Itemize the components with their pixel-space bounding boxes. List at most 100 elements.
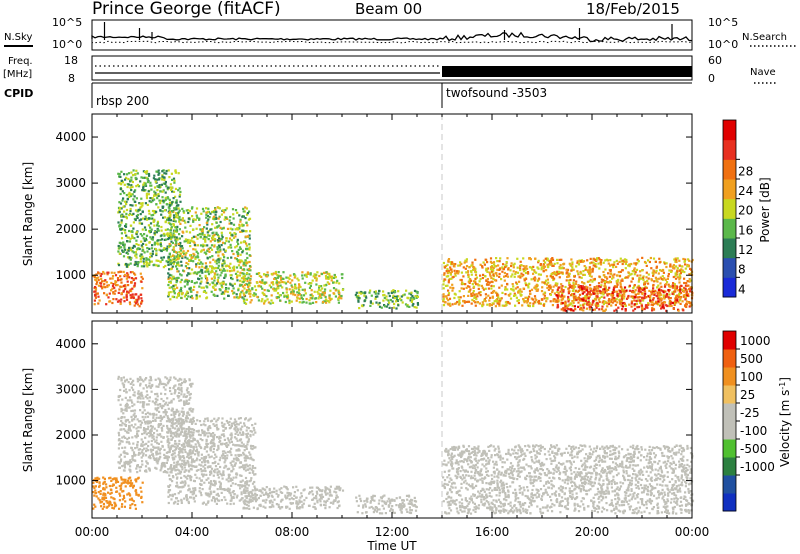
power-cell — [584, 295, 587, 298]
power-cell — [374, 292, 377, 295]
power-cell — [532, 304, 535, 308]
power-cell — [176, 216, 179, 219]
power-cell — [670, 301, 673, 304]
power-cell — [218, 224, 221, 227]
power-cell — [94, 290, 97, 293]
power-cell — [627, 275, 630, 278]
power-cell — [457, 270, 460, 273]
power-cell — [104, 286, 107, 289]
power-cell — [453, 265, 456, 268]
velocity-cell — [188, 441, 191, 444]
power-cell — [138, 222, 141, 225]
power-cell — [205, 236, 208, 239]
power-cell — [199, 244, 203, 247]
power-cell — [164, 180, 167, 184]
power-cell — [639, 299, 642, 303]
power-cell — [208, 234, 211, 237]
power-cell — [226, 256, 229, 260]
power-cell — [140, 197, 143, 200]
power-cell — [111, 275, 115, 278]
power-cell — [123, 210, 126, 213]
velocity-cell — [186, 387, 189, 390]
power-cell — [595, 265, 598, 268]
power-cell — [614, 303, 617, 307]
power-cell — [588, 295, 591, 298]
velocity-cell — [117, 431, 120, 434]
power-cell — [135, 185, 138, 188]
power-cell — [202, 248, 205, 251]
velocity-cell — [128, 406, 131, 409]
power-cell — [478, 284, 481, 287]
power-cell — [125, 294, 128, 297]
power-cell — [380, 306, 383, 309]
power-cell — [118, 252, 121, 255]
power-cell — [200, 269, 203, 272]
power-cell — [163, 234, 166, 237]
power-cell — [169, 213, 172, 216]
power-cell — [203, 266, 206, 269]
power-cell — [657, 288, 660, 292]
power-cell — [130, 290, 133, 293]
power-cell — [505, 261, 508, 264]
velocity-cell — [125, 378, 129, 381]
power-cell — [121, 249, 124, 252]
velocity-cell — [169, 376, 172, 379]
power-cell — [506, 282, 509, 286]
power-cell — [316, 271, 319, 274]
power-cell — [623, 290, 626, 293]
power-cell — [223, 276, 226, 279]
power-cell — [556, 300, 559, 303]
power-cell — [631, 296, 634, 299]
power-cell — [167, 206, 170, 209]
power-cell — [198, 262, 201, 265]
power-cell — [153, 232, 156, 235]
power-cell — [234, 246, 237, 249]
power-cell — [193, 271, 196, 274]
power-cell — [543, 281, 546, 284]
power-cell — [186, 274, 189, 277]
power-cell — [640, 304, 643, 307]
power-cell — [589, 288, 592, 291]
power-cell — [172, 248, 175, 251]
power-cell — [134, 200, 137, 203]
power-cell — [466, 271, 469, 274]
power-cell — [465, 271, 468, 274]
power-cell — [93, 303, 96, 306]
velocity-cell — [130, 447, 133, 450]
velocity-cell — [124, 396, 127, 399]
velocity-cell — [119, 424, 122, 427]
power-cell — [229, 274, 232, 277]
power-cell — [128, 246, 131, 250]
power-cell — [624, 267, 627, 270]
velocity-cell — [112, 507, 115, 510]
power-cell — [256, 295, 259, 298]
power-cell — [513, 292, 516, 295]
power-cell — [415, 290, 418, 293]
power-cell — [220, 227, 223, 230]
power-cell — [301, 271, 304, 274]
power-cell — [238, 274, 242, 277]
power-cell — [623, 286, 627, 289]
power-cell — [666, 304, 669, 308]
velocity-cell — [100, 500, 104, 503]
power-cell — [641, 276, 645, 279]
velocity-cell — [151, 448, 155, 451]
power-cell — [678, 292, 681, 295]
power-cell — [447, 281, 450, 284]
power-cell — [474, 296, 477, 299]
power-cell — [234, 228, 237, 231]
power-cell — [482, 303, 485, 306]
power-cell — [449, 273, 452, 276]
power-cell — [660, 285, 663, 288]
velocity-cell — [173, 385, 176, 388]
power-cell — [94, 293, 97, 296]
power-cell — [489, 275, 492, 278]
velocity-cell — [173, 464, 176, 467]
power-cell — [168, 286, 171, 289]
power-cell — [485, 279, 488, 282]
power-cell — [275, 279, 278, 282]
power-cell — [288, 299, 291, 302]
power-cell — [634, 289, 637, 292]
velocity-cell — [160, 467, 163, 470]
power-colorbar-swatch — [723, 139, 736, 160]
